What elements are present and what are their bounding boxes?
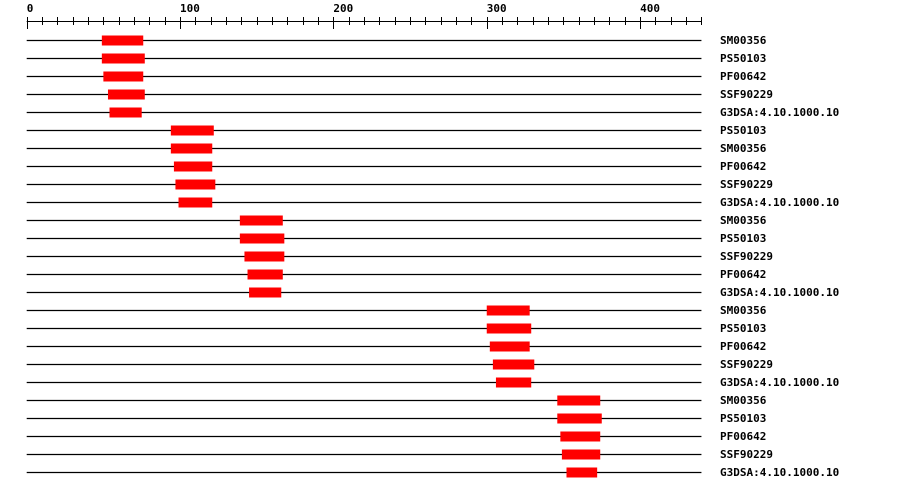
domain-bar bbox=[107, 89, 145, 100]
domain-label: PF00642 bbox=[720, 430, 766, 443]
domain-label: PF00642 bbox=[720, 340, 766, 353]
domain-bar bbox=[173, 161, 213, 172]
axis-tick-label: 200 bbox=[333, 2, 353, 15]
domain-bar bbox=[492, 359, 535, 370]
domain-bar bbox=[557, 395, 601, 406]
domain-bar bbox=[239, 233, 285, 244]
domain-bar bbox=[560, 431, 601, 442]
domain-label: SSF90229 bbox=[720, 250, 773, 263]
domain-label: G3DSA:4.10.1000.10 bbox=[720, 466, 839, 479]
domain-label: PS50103 bbox=[720, 232, 766, 245]
domain-label: SM00356 bbox=[720, 304, 767, 317]
domain-label: SSF90229 bbox=[720, 178, 773, 191]
domain-label: SSF90229 bbox=[720, 448, 773, 461]
axis-tick-label: 0 bbox=[27, 2, 34, 15]
domain-bar bbox=[247, 269, 283, 280]
domain-label: PF00642 bbox=[720, 160, 766, 173]
domain-bar bbox=[178, 197, 213, 208]
domain-label: PF00642 bbox=[720, 70, 766, 83]
domain-bar bbox=[103, 71, 144, 82]
domain-label: PF00642 bbox=[720, 268, 766, 281]
domain-label: G3DSA:4.10.1000.10 bbox=[720, 196, 839, 209]
domain-bar bbox=[561, 449, 601, 460]
domain-label: G3DSA:4.10.1000.10 bbox=[720, 286, 839, 299]
axis-tick-label: 100 bbox=[180, 2, 200, 15]
domain-label: PS50103 bbox=[720, 52, 766, 65]
domain-label: PS50103 bbox=[720, 322, 766, 335]
domain-bar bbox=[249, 287, 282, 298]
axis-tick-label: 300 bbox=[487, 2, 507, 15]
domain-bar bbox=[170, 143, 213, 154]
domain-label: SM00356 bbox=[720, 142, 767, 155]
domain-label: SSF90229 bbox=[720, 358, 773, 371]
axis-tick-label: 400 bbox=[640, 2, 660, 15]
domain-bar bbox=[101, 53, 145, 64]
domain-bar bbox=[101, 35, 144, 46]
domain-bar bbox=[486, 323, 532, 334]
domain-label: SM00356 bbox=[720, 394, 767, 407]
domain-bar bbox=[239, 215, 283, 226]
domain-label: SSF90229 bbox=[720, 88, 773, 101]
domain-label: PS50103 bbox=[720, 124, 766, 137]
domain-label: G3DSA:4.10.1000.10 bbox=[720, 376, 839, 389]
domain-label: PS50103 bbox=[720, 412, 766, 425]
domain-bar bbox=[557, 413, 602, 424]
domain-bar bbox=[170, 125, 214, 136]
domain-bar bbox=[566, 467, 598, 478]
domain-label: G3DSA:4.10.1000.10 bbox=[720, 106, 839, 119]
domain-bar bbox=[175, 179, 216, 190]
domain-bar bbox=[109, 107, 142, 118]
domain-label: SM00356 bbox=[720, 214, 767, 227]
domain-bar bbox=[486, 305, 530, 316]
domain-label: SM00356 bbox=[720, 34, 767, 47]
domain-bar bbox=[495, 377, 532, 388]
domain-bar bbox=[489, 341, 530, 352]
domain-bar bbox=[244, 251, 285, 262]
